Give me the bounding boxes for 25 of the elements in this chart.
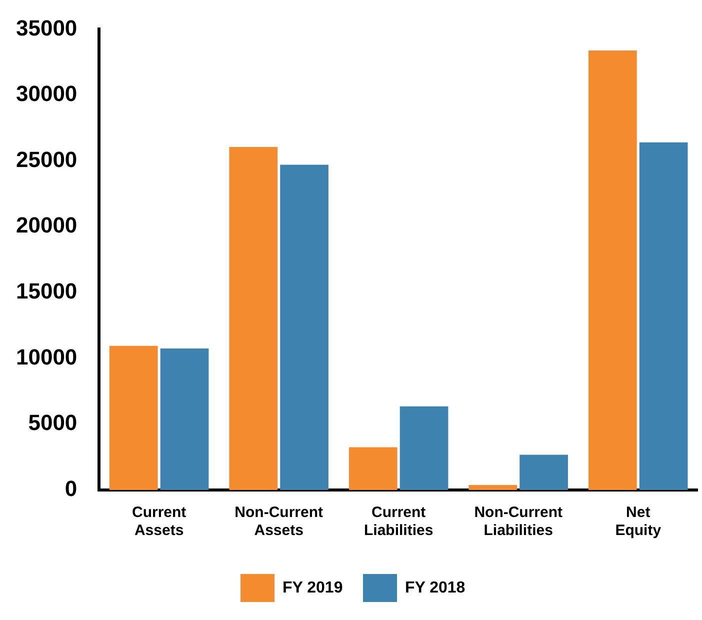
bar: [588, 50, 637, 490]
y-tick-label: 5000: [28, 410, 78, 436]
bar: [468, 484, 518, 490]
y-tick-label: 30000: [16, 81, 78, 106]
x-tick-label: Non-Current Assets: [234, 504, 323, 540]
bar: [639, 142, 688, 490]
bar: [160, 348, 209, 490]
bar: [520, 454, 568, 490]
bar: [109, 346, 158, 490]
bar: [400, 406, 448, 490]
x-tick-label: Net Equity: [615, 504, 662, 540]
legend-label: FY 2019: [282, 579, 343, 596]
y-tick-label: 25000: [16, 146, 78, 172]
x-tick-label: Non-Current Liabilities: [474, 504, 563, 540]
bar: [348, 447, 398, 490]
y-tick-label: 0: [64, 476, 78, 502]
legend-label: FY 2018: [405, 579, 466, 596]
y-tick-label: 10000: [16, 344, 78, 370]
bar: [229, 147, 278, 490]
x-tick-label: Current Liabilities: [364, 504, 434, 540]
x-tick-label: Current Assets: [132, 504, 186, 540]
y-tick-label: 35000: [16, 15, 78, 40]
y-tick-label: 20000: [16, 212, 78, 238]
y-tick-label: 15000: [16, 278, 78, 304]
bar: [280, 164, 328, 490]
